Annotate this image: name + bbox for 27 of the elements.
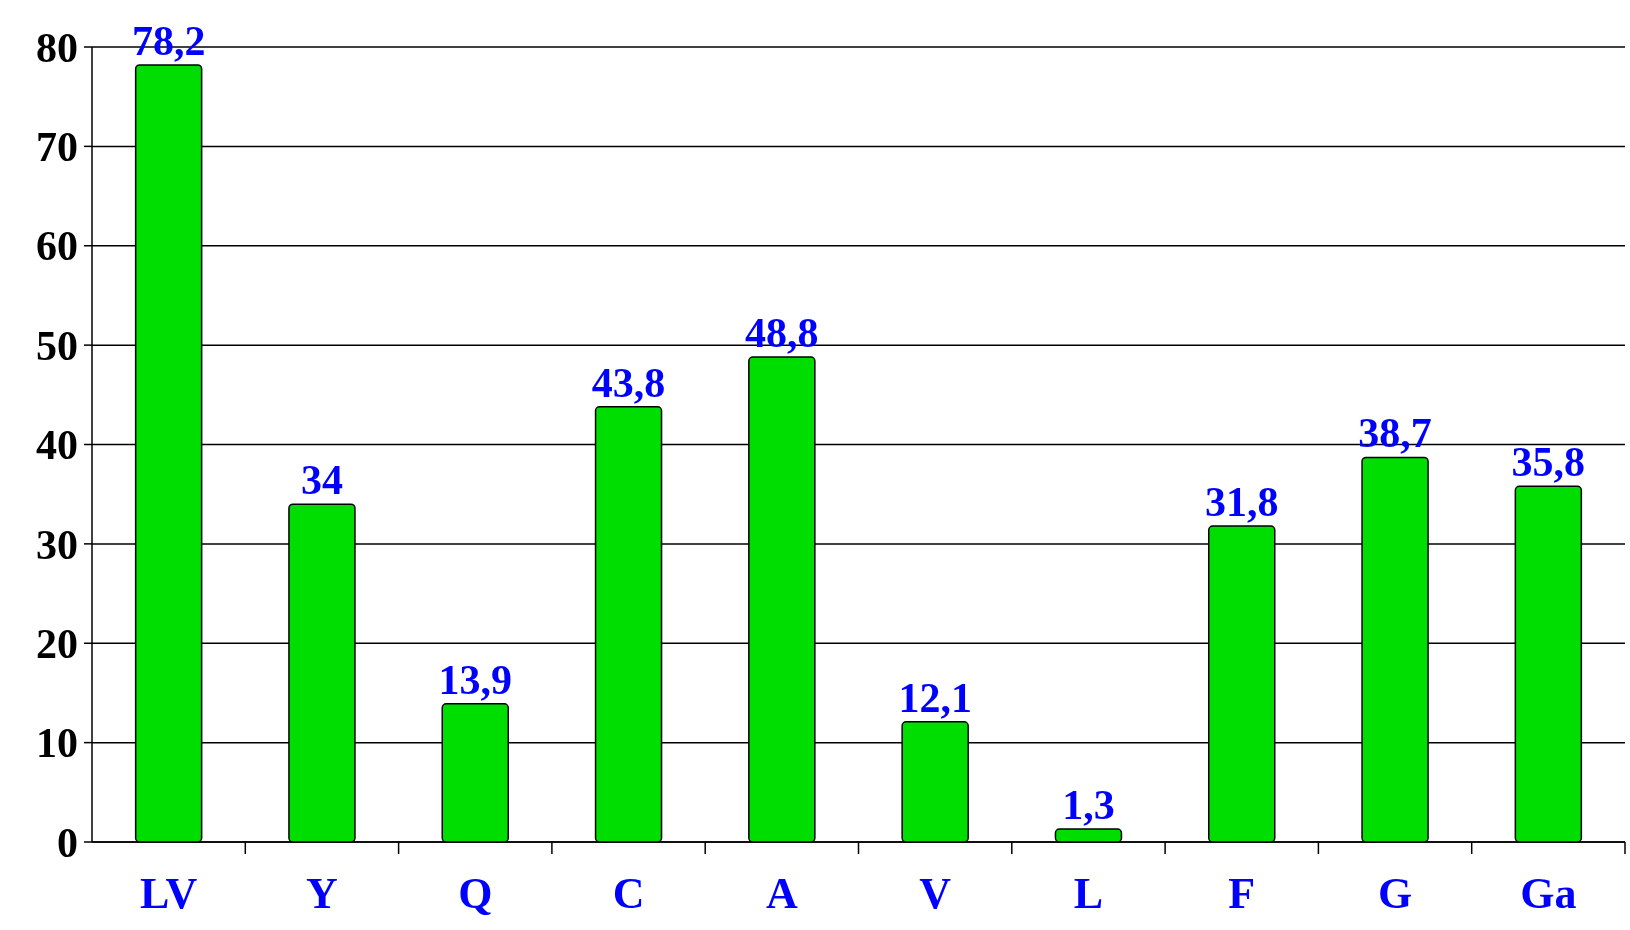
y-tick-label: 20	[36, 620, 78, 667]
y-tick-label: 80	[36, 24, 78, 71]
x-tick-label: F	[1228, 869, 1256, 918]
y-tick-label: 10	[36, 720, 78, 767]
y-tick-label: 30	[36, 521, 78, 568]
y-tick-label: 50	[36, 322, 78, 369]
x-tick-label: A	[765, 869, 798, 918]
data-label: 43,8	[591, 359, 666, 406]
x-tick-label: V	[919, 869, 952, 918]
y-tick-label: 40	[36, 422, 78, 469]
data-label: 34	[300, 457, 343, 504]
x-tick-label: L	[1073, 869, 1104, 918]
x-tick-label: LV	[140, 869, 198, 918]
x-tick-label: C	[612, 869, 645, 918]
x-tick-label: G	[1377, 869, 1413, 918]
x-tick-label: Y	[306, 869, 338, 918]
data-label: 12,1	[898, 674, 972, 721]
data-label: 48,8	[745, 310, 819, 357]
y-tick-label: 70	[36, 124, 78, 171]
data-label: 1,3	[1062, 782, 1115, 829]
data-label: 35,8	[1511, 439, 1586, 486]
y-tick-label: 60	[36, 223, 78, 270]
y-tick-label: 0	[57, 819, 78, 866]
data-label: 13,9	[438, 656, 512, 703]
data-label: 31,8	[1205, 478, 1279, 525]
x-tick-label: Q	[458, 869, 493, 918]
x-tick-label: Ga	[1520, 869, 1577, 918]
